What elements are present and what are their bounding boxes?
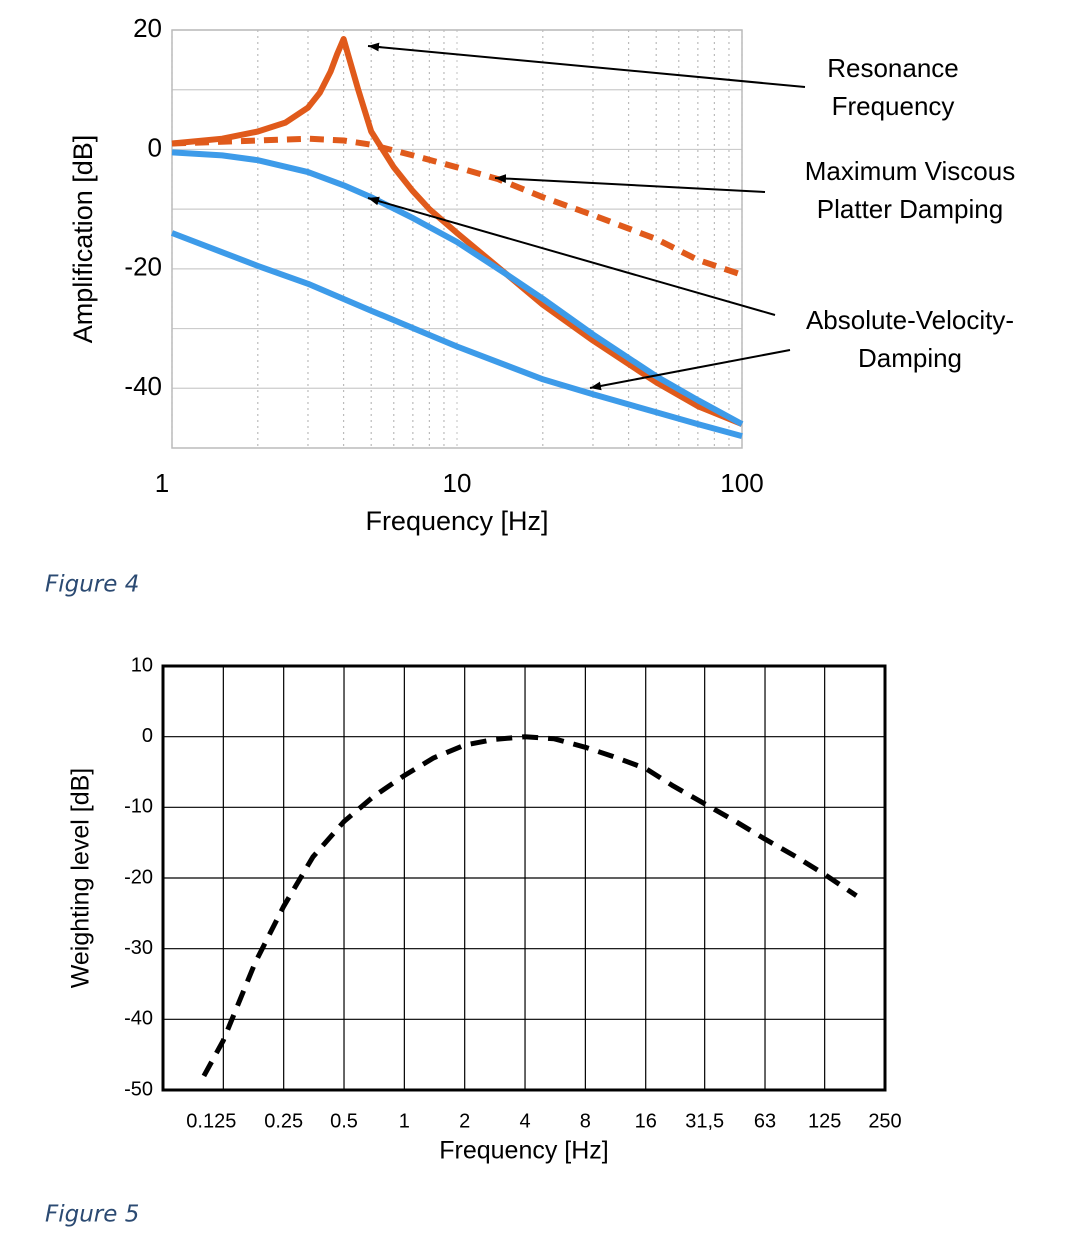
y-tick-label: -50 — [124, 1078, 153, 1100]
arrow — [367, 196, 776, 316]
y-tick-label: 10 — [131, 654, 153, 676]
x-tick-label: 1 — [399, 1110, 410, 1132]
x-tick-label: 31,5 — [685, 1110, 724, 1132]
arrow — [494, 174, 766, 193]
x-tick-label: 250 — [868, 1110, 901, 1132]
x-tick-label: 0.125 — [186, 1110, 236, 1132]
chart: -40 -20 0 20 1 10 100 Frequency [Hz] Amplificati… — [68, 13, 1015, 536]
x-tick-label: 4 — [519, 1110, 530, 1132]
y-tick-label: -20 — [124, 866, 153, 888]
y-tick-label: 20 — [133, 13, 162, 43]
x-tick-label: 16 — [635, 1110, 657, 1132]
y-tick-label: 0 — [148, 132, 162, 162]
data-line — [170, 230, 743, 439]
annotation-arrows — [367, 42, 806, 391]
caption: Figure 5 — [45, 1202, 139, 1228]
y-tick-label: -30 — [124, 937, 153, 959]
data-line — [171, 149, 744, 427]
x-tick-label: 125 — [808, 1110, 841, 1132]
annotation: Resonance — [827, 53, 959, 83]
arrow — [589, 349, 791, 391]
y-axis-title: Amplification [dB] — [68, 135, 98, 344]
annotation: Frequency — [832, 91, 955, 121]
x-tick-label: 2 — [459, 1110, 470, 1132]
x-axis-title: Frequency [Hz] — [439, 1137, 609, 1165]
data-line — [201, 734, 858, 1078]
x-tick-label: 0.5 — [330, 1110, 358, 1132]
chart: -50 -40 -30 -20 -10 0 10 0.125 0.25 0.5 1 2 4 8 16 31,5… — [67, 654, 902, 1164]
arrow — [367, 42, 806, 88]
y-tick-label: -10 — [124, 796, 153, 818]
x-tick-label: 1 — [155, 468, 169, 498]
x-tick-label: 8 — [580, 1110, 591, 1132]
annotation: Damping — [858, 343, 962, 373]
plot-frame — [171, 29, 743, 449]
y-tick-label: -20 — [124, 252, 162, 282]
data-line — [171, 135, 743, 278]
x-tick-label: 10 — [443, 468, 472, 498]
plot-frame — [161, 664, 887, 1092]
caption: Figure 4 — [45, 572, 139, 598]
annotation: Maximum Viscous — [805, 156, 1015, 186]
annotation: Platter Damping — [817, 194, 1003, 224]
y-tick-label: 0 — [142, 725, 153, 747]
y-axis-title: Weighting level [dB] — [67, 768, 95, 989]
x-axis-title: Frequency [Hz] — [365, 506, 548, 536]
x-tick-label: 63 — [754, 1110, 776, 1132]
x-tick-label: 0.25 — [264, 1110, 303, 1132]
x-tick-label: 100 — [720, 468, 763, 498]
annotation: Absolute-Velocity- — [806, 305, 1014, 335]
y-tick-label: -40 — [124, 1008, 153, 1030]
data-line — [171, 36, 744, 427]
y-tick-label: -40 — [124, 371, 162, 401]
